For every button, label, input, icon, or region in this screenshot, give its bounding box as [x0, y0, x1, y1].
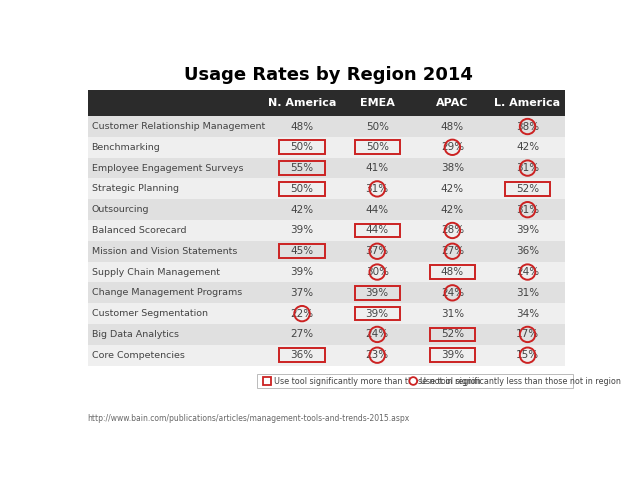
Text: 39%: 39%: [365, 309, 388, 319]
Text: Core Competencies: Core Competencies: [92, 351, 184, 360]
Text: 27%: 27%: [441, 246, 464, 256]
Text: 39%: 39%: [291, 226, 314, 236]
Text: 39%: 39%: [441, 350, 464, 360]
Text: Customer Relationship Management: Customer Relationship Management: [92, 122, 265, 131]
Text: EMEA: EMEA: [360, 98, 395, 108]
Text: 31%: 31%: [441, 309, 464, 319]
Text: N. America: N. America: [268, 98, 336, 108]
Text: Employee Engagement Surveys: Employee Engagement Surveys: [92, 164, 243, 173]
Bar: [88, 241, 565, 262]
Text: 44%: 44%: [365, 204, 388, 215]
Text: 27%: 27%: [291, 329, 314, 339]
Text: 30%: 30%: [365, 267, 388, 277]
Text: Use tool significantly less than those not in region: Use tool significantly less than those n…: [420, 376, 621, 385]
Text: 44%: 44%: [365, 226, 388, 236]
Text: Outsourcing: Outsourcing: [92, 205, 149, 214]
Text: Customer Segmentation: Customer Segmentation: [92, 309, 207, 318]
Text: 36%: 36%: [516, 246, 539, 256]
Text: 52%: 52%: [516, 184, 539, 194]
Text: 22%: 22%: [291, 309, 314, 319]
Text: 24%: 24%: [441, 288, 464, 298]
Text: L. America: L. America: [495, 98, 561, 108]
Text: 55%: 55%: [291, 163, 314, 173]
Text: 31%: 31%: [365, 184, 388, 194]
Text: 45%: 45%: [291, 246, 314, 256]
Text: 17%: 17%: [516, 329, 539, 339]
Bar: [88, 345, 565, 366]
Text: APAC: APAC: [436, 98, 468, 108]
Text: 39%: 39%: [291, 267, 314, 277]
Text: 15%: 15%: [516, 350, 539, 360]
Bar: [88, 137, 565, 158]
Text: 50%: 50%: [291, 184, 314, 194]
Text: 24%: 24%: [365, 329, 388, 339]
Text: 23%: 23%: [365, 350, 388, 360]
Text: Supply Chain Management: Supply Chain Management: [92, 267, 220, 276]
Text: Use tool significantly more than those not in region: Use tool significantly more than those n…: [274, 376, 481, 385]
Text: Usage Rates by Region 2014: Usage Rates by Region 2014: [184, 66, 472, 84]
Text: Big Data Analytics: Big Data Analytics: [92, 330, 179, 339]
Text: 37%: 37%: [365, 246, 388, 256]
Text: 36%: 36%: [291, 350, 314, 360]
Text: 42%: 42%: [291, 204, 314, 215]
Text: Mission and Vision Statements: Mission and Vision Statements: [92, 247, 237, 256]
Text: 52%: 52%: [441, 329, 464, 339]
Text: 50%: 50%: [365, 142, 388, 152]
Text: http://www.bain.com/publications/articles/management-tools-and-trends-2015.aspx: http://www.bain.com/publications/article…: [88, 414, 410, 422]
Bar: [88, 179, 565, 199]
Text: 39%: 39%: [516, 226, 539, 236]
Text: 24%: 24%: [516, 267, 539, 277]
Text: Strategic Planning: Strategic Planning: [92, 184, 179, 193]
Text: 39%: 39%: [365, 288, 388, 298]
Text: 34%: 34%: [516, 309, 539, 319]
Bar: [88, 116, 565, 137]
Text: 29%: 29%: [441, 142, 464, 152]
Circle shape: [410, 377, 417, 385]
FancyBboxPatch shape: [257, 374, 573, 388]
Bar: [88, 90, 565, 116]
Text: 48%: 48%: [441, 121, 464, 132]
Text: 50%: 50%: [291, 142, 314, 152]
Text: Benchmarking: Benchmarking: [92, 143, 161, 152]
Text: 37%: 37%: [291, 288, 314, 298]
Bar: [88, 303, 565, 324]
Text: Change Management Programs: Change Management Programs: [92, 288, 242, 297]
Bar: [88, 262, 565, 282]
Text: 48%: 48%: [441, 267, 464, 277]
Bar: [88, 282, 565, 303]
Text: 50%: 50%: [365, 121, 388, 132]
Text: 41%: 41%: [365, 163, 388, 173]
Text: 31%: 31%: [516, 204, 539, 215]
FancyBboxPatch shape: [263, 377, 271, 385]
Bar: [88, 199, 565, 220]
Text: 31%: 31%: [516, 163, 539, 173]
Text: 28%: 28%: [441, 226, 464, 236]
Text: Balanced Scorecard: Balanced Scorecard: [92, 226, 186, 235]
Bar: [88, 158, 565, 179]
Text: 42%: 42%: [441, 184, 464, 194]
Text: 31%: 31%: [516, 288, 539, 298]
Text: 42%: 42%: [441, 204, 464, 215]
Text: 38%: 38%: [516, 121, 539, 132]
Text: 48%: 48%: [291, 121, 314, 132]
Text: 42%: 42%: [516, 142, 539, 152]
Text: 38%: 38%: [441, 163, 464, 173]
Bar: [88, 324, 565, 345]
Bar: [88, 220, 565, 241]
